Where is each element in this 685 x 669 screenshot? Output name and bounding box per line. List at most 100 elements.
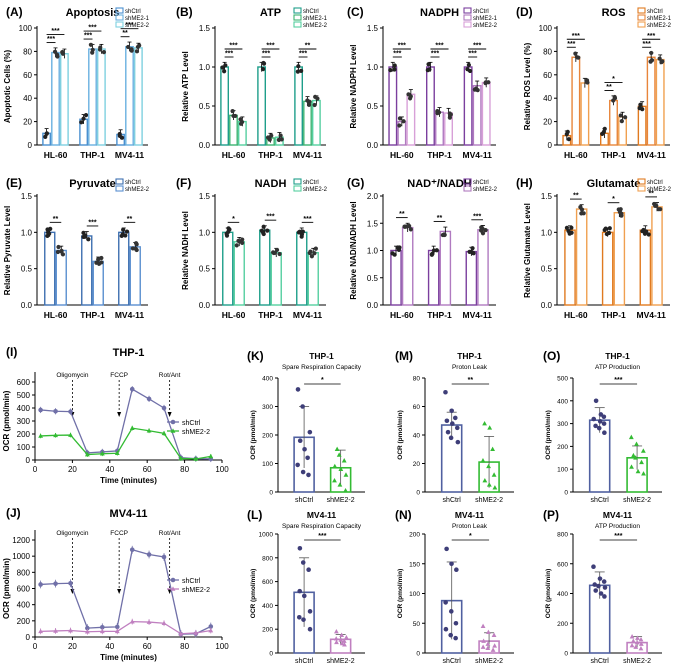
data-point xyxy=(638,645,644,651)
y-tick-label: 1200 xyxy=(12,536,30,545)
y-tick-label: 800 xyxy=(17,568,31,577)
x-category-label: THP-1 xyxy=(601,310,626,320)
data-point xyxy=(53,581,58,586)
significance-label: *** xyxy=(473,43,481,50)
data-point xyxy=(607,226,612,231)
significance-label: *** xyxy=(567,41,575,48)
y-tick-label: 600 xyxy=(557,561,568,568)
bar xyxy=(651,206,663,306)
data-point xyxy=(297,438,303,444)
data-point xyxy=(261,231,266,237)
data-point xyxy=(90,47,95,52)
y-axis-label: Relative NAD/NADH Level xyxy=(349,201,358,299)
panel-D: (D) ROS 0 20 40 60 80 100 Relative ROS Level (%)… xyxy=(516,5,672,160)
data-point xyxy=(455,439,461,445)
data-point xyxy=(129,619,135,624)
data-point xyxy=(120,232,125,237)
data-point xyxy=(101,50,107,55)
panel-M: (M) THP-1 Proton Leak 0 20 40 60 80 OCR (pmol/mi… xyxy=(395,349,514,504)
significance-label: *** xyxy=(643,41,651,48)
data-point xyxy=(483,80,488,85)
panel-title: MV4-11 xyxy=(603,510,633,520)
panel-label: (J) xyxy=(6,506,21,520)
data-point xyxy=(579,207,585,212)
data-point xyxy=(124,229,130,234)
panel-B: (B) ATP 0.0 0.5 1.0 1.5 Relative ATP Level HL-6… xyxy=(176,5,328,160)
data-point xyxy=(574,55,580,60)
data-point xyxy=(602,430,607,436)
panel-label: (O) xyxy=(543,349,560,363)
data-point xyxy=(408,96,413,101)
data-point xyxy=(309,254,314,259)
data-point xyxy=(114,624,120,630)
x-tick-label: 20 xyxy=(68,642,77,651)
panel-subtitle: ATP Production xyxy=(595,523,640,530)
bar xyxy=(133,47,143,146)
data-point xyxy=(470,246,475,251)
data-point xyxy=(240,237,245,242)
data-point xyxy=(265,228,270,233)
data-point xyxy=(333,636,339,641)
data-point xyxy=(336,452,342,457)
significance-label: ** xyxy=(122,30,128,37)
x-tick-label: 40 xyxy=(105,642,114,651)
significance-label: ** xyxy=(399,211,405,218)
legend-marker xyxy=(170,428,176,433)
y-tick-label: 60 xyxy=(23,71,32,80)
data-point xyxy=(45,233,50,239)
data-point xyxy=(486,629,491,634)
y-axis-label: OCR (pmol/min) xyxy=(545,410,552,459)
panel-label: (E) xyxy=(6,176,22,190)
data-point xyxy=(633,455,638,460)
data-point xyxy=(267,137,272,142)
legend-label: shCtrl xyxy=(473,9,489,15)
x-tick-label: 100 xyxy=(215,465,229,474)
injection-label: Oligomycin xyxy=(56,372,89,379)
x-axis-label: Time (minutes) xyxy=(100,476,157,485)
panel-label: (P) xyxy=(543,508,559,522)
panel-C: (C) NADPH 0.0 0.5 1.0 1.5 Relative NADPH Level… xyxy=(347,5,498,160)
data-point xyxy=(483,228,488,233)
significance-label: *** xyxy=(266,43,274,50)
panel-G: (G) NAD⁺/NADH 0.0 0.5 1.0 1.5 2.0 Relative NAD/… xyxy=(347,176,498,320)
data-point xyxy=(407,223,412,229)
data-point xyxy=(299,234,304,239)
data-point xyxy=(332,478,337,483)
y-tick-label: 600 xyxy=(262,579,273,586)
data-point xyxy=(593,423,598,429)
y-tick-label: 0.5 xyxy=(367,102,379,111)
data-point xyxy=(452,415,458,421)
data-point xyxy=(300,404,305,409)
data-point xyxy=(478,228,484,233)
x-category-label: shME2-2 xyxy=(623,658,651,665)
data-point xyxy=(224,233,230,238)
data-point xyxy=(302,446,307,452)
data-point xyxy=(490,446,496,452)
panel-title: MV4-11 xyxy=(455,510,485,520)
bar xyxy=(390,249,402,306)
bar xyxy=(575,208,588,306)
data-point xyxy=(454,425,460,431)
significance-label: *** xyxy=(88,25,96,32)
panel-label: (B) xyxy=(176,5,193,19)
data-point xyxy=(628,434,634,440)
x-category-label: MV4-11 xyxy=(463,150,493,160)
y-tick-label: 0.0 xyxy=(21,301,33,310)
y-axis-label: Apoptotic Cells (%) xyxy=(3,50,12,124)
data-point xyxy=(434,248,439,253)
legend-marker xyxy=(170,577,176,583)
significance-label: *** xyxy=(88,219,96,226)
x-category-label: MV4-11 xyxy=(463,310,493,320)
data-point xyxy=(649,50,654,56)
bar xyxy=(81,235,93,306)
panel-label: (A) xyxy=(6,5,23,19)
data-point xyxy=(603,226,608,231)
data-point xyxy=(392,67,397,72)
data-point xyxy=(56,244,61,250)
data-point xyxy=(401,119,406,124)
data-point xyxy=(487,425,493,430)
data-point xyxy=(581,211,586,216)
injection-arrow xyxy=(117,412,122,417)
data-point xyxy=(429,252,435,257)
data-point xyxy=(312,102,317,108)
